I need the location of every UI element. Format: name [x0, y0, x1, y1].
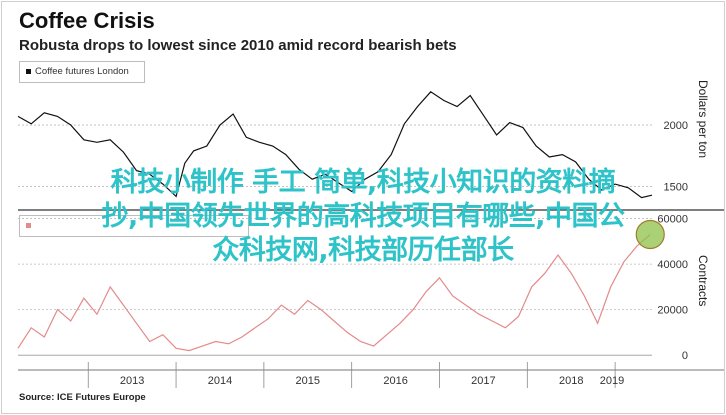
legend-upper: Coffee futures London	[19, 61, 145, 83]
price-axis-title: Dollars per ton	[696, 80, 710, 159]
legend-swatch-contracts	[26, 223, 31, 228]
chart-subtitle: Robusta drops to lowest since 2010 amid …	[19, 37, 457, 54]
legend-swatch-price	[26, 69, 31, 74]
chart-title: Coffee Crisis	[19, 8, 155, 33]
overlay-text-line-2: 抄,中国领先世界的高科技项目有哪些,中国公	[101, 201, 625, 232]
overlay-text-line-1: 科技小制作 手工 简单,科技小知识的资料摘	[110, 167, 616, 198]
source-note: Source: ICE Futures Europe	[19, 392, 146, 403]
overlay-text-line-3: 众科技网,科技部历任部长	[212, 235, 514, 266]
legend-label-price: Coffee futures London	[35, 66, 129, 77]
